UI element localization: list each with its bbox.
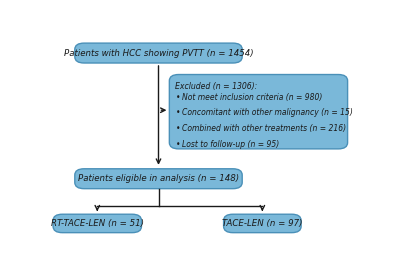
Text: Concomitant with other malignancy (n = 15): Concomitant with other malignancy (n = 1… — [182, 109, 353, 118]
Text: Combined with other treatments (n = 216): Combined with other treatments (n = 216) — [182, 124, 346, 133]
Text: RT-TACE-LEN (n = 51): RT-TACE-LEN (n = 51) — [51, 219, 144, 228]
Text: •: • — [176, 140, 180, 149]
Text: Excluded (n = 1306):: Excluded (n = 1306): — [175, 82, 257, 91]
Text: TACE-LEN (n = 97): TACE-LEN (n = 97) — [222, 219, 303, 228]
FancyBboxPatch shape — [169, 75, 348, 149]
Text: •: • — [176, 109, 180, 118]
Text: Not meet inclusion criteria (n = 980): Not meet inclusion criteria (n = 980) — [182, 93, 323, 102]
Text: Patients eligible in analysis (n = 148): Patients eligible in analysis (n = 148) — [78, 174, 239, 183]
Text: •: • — [176, 124, 180, 133]
Text: •: • — [176, 93, 180, 102]
FancyBboxPatch shape — [75, 43, 242, 63]
FancyBboxPatch shape — [224, 214, 301, 233]
Text: Lost to follow-up (n = 95): Lost to follow-up (n = 95) — [182, 140, 280, 149]
FancyBboxPatch shape — [75, 169, 242, 189]
Text: Patients with HCC showing PVTT (n = 1454): Patients with HCC showing PVTT (n = 1454… — [64, 49, 253, 58]
FancyBboxPatch shape — [53, 214, 142, 233]
